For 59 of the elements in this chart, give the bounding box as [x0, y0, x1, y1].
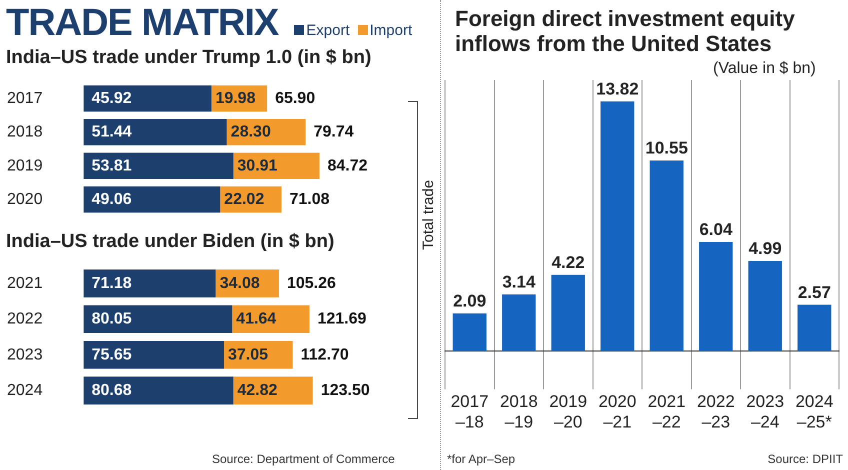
x-tick-label: 2018–19 [500, 392, 538, 432]
chart-title: Foreign direct investment equity inflows from the United States [455, 6, 796, 56]
total-label: 84.72 [327, 157, 368, 174]
data-label: 34.08 [220, 274, 260, 292]
data-label: 2.57 [798, 282, 831, 302]
data-label: 37.05 [228, 346, 268, 364]
legend-label: Import [370, 22, 412, 39]
data-label: 3.14 [502, 272, 536, 292]
y-tick-label: 2018 [7, 124, 43, 141]
data-label: 22.02 [224, 190, 264, 208]
x-tick-label: 2022–23 [696, 392, 735, 432]
data-label: 2.09 [453, 292, 486, 311]
total-label: 79.74 [314, 124, 354, 141]
text: (Value in $ bn) [713, 60, 816, 78]
total-label: 65.90 [275, 90, 316, 107]
data-label: 19.98 [215, 90, 256, 107]
data-label: 80.68 [92, 382, 132, 399]
data-label: 51.44 [92, 124, 132, 141]
data-label: 30.91 [237, 157, 278, 174]
total-label: 105.26 [286, 274, 336, 292]
total-label: 112.70 [300, 346, 349, 364]
y-tick-label: 2019 [7, 157, 43, 174]
data-label: 28.30 [230, 124, 271, 141]
chart-title: TRADE MATRIX [6, 2, 278, 45]
total-label: 71.08 [289, 190, 330, 208]
x-tick-label: 2021–22 [648, 392, 686, 432]
source-note: Source: Department of Commerce [212, 452, 395, 466]
total-label: 123.50 [320, 382, 370, 399]
data-label: 4.22 [552, 253, 585, 272]
y-tick-label: 2021 [7, 274, 43, 292]
x-tick-label: 2019–20 [549, 392, 588, 432]
y-tick-label: 2017 [7, 90, 43, 107]
data-label: 41.64 [236, 310, 276, 328]
data-label: 4.99 [748, 239, 782, 258]
y-tick-label: 2024 [7, 382, 43, 399]
y-tick-label: 2020 [7, 190, 43, 208]
data-label: 6.04 [699, 220, 733, 240]
data-label: 80.05 [92, 310, 132, 328]
x-tick-label: 2024–25* [795, 392, 834, 432]
y-tick-label: 2023 [7, 346, 43, 364]
legend-label: Export [306, 22, 350, 39]
x-tick-label: 2017–18 [450, 392, 489, 432]
data-label: 45.92 [92, 90, 132, 107]
source-note: Source: DPIIT [768, 452, 843, 466]
chart-title: India–US trade under Biden (in $ bn) [6, 231, 334, 252]
chart-subtitle: India–US trade under Trump 1.0 (in $ bn) [6, 47, 372, 69]
data-label: 10.55 [645, 138, 688, 158]
x-tick-label: 2020–21 [598, 392, 636, 432]
total-label: 121.69 [317, 310, 366, 328]
y-tick-label: 2022 [7, 310, 43, 328]
text: *for Apr–Sep [447, 452, 516, 466]
data-label: 13.82 [596, 80, 639, 99]
data-label: 75.65 [92, 346, 132, 364]
text: Total trade [420, 180, 437, 250]
data-label: 49.06 [92, 190, 132, 208]
x-tick-label: 2023–24 [746, 392, 784, 432]
data-label: 53.81 [92, 157, 132, 174]
data-label: 71.18 [92, 274, 132, 292]
data-label: 42.82 [237, 382, 278, 399]
